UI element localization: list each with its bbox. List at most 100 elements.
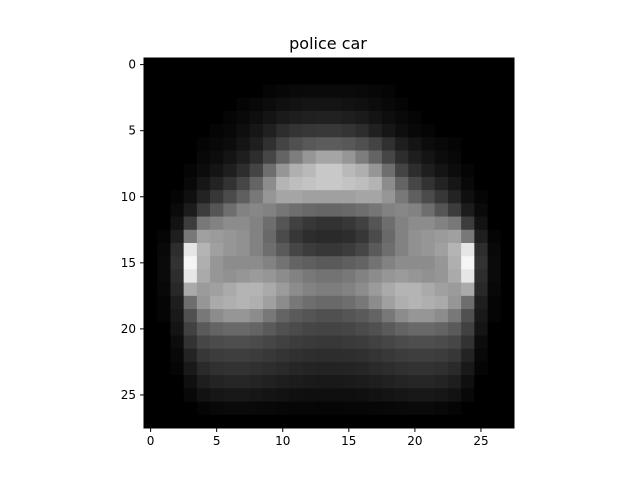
heatmap-cell — [381, 163, 396, 178]
heatmap-cell — [236, 388, 251, 402]
heatmap-cell — [421, 137, 436, 151]
heatmap-cell — [315, 124, 330, 138]
heatmap-cell — [302, 137, 317, 151]
heatmap-cell — [210, 163, 224, 178]
heatmap-cell — [408, 282, 422, 297]
heatmap-cell — [408, 203, 422, 217]
heatmap-cell — [381, 176, 396, 191]
heatmap-cell — [249, 190, 264, 204]
heatmap-cell — [223, 269, 237, 284]
heatmap-cell — [487, 269, 502, 284]
heatmap-cell — [276, 388, 290, 402]
heatmap-cell — [355, 243, 370, 257]
heatmap-cell — [342, 282, 356, 297]
heatmap-cell — [447, 124, 462, 138]
heatmap-cell — [474, 388, 488, 402]
heatmap-cell — [329, 335, 343, 350]
heatmap-cell — [500, 163, 515, 178]
heatmap-cell — [421, 150, 436, 165]
heatmap-cell — [434, 295, 449, 310]
heatmap-cell — [315, 216, 330, 231]
heatmap-cell — [487, 176, 502, 191]
heatmap-cell — [276, 150, 290, 165]
heatmap-cell — [196, 97, 211, 112]
heatmap-cell — [408, 97, 422, 112]
heatmap-cell — [329, 84, 343, 99]
y-tick-label: 10 — [121, 190, 136, 204]
heatmap-cell — [381, 137, 396, 151]
heatmap-cell — [302, 58, 317, 72]
heatmap-cell — [381, 269, 396, 284]
heatmap-cell — [434, 348, 449, 363]
heatmap-cell — [474, 401, 488, 416]
heatmap-cell — [144, 203, 158, 217]
heatmap-cell — [183, 361, 198, 376]
heatmap-cell — [395, 348, 409, 363]
heatmap-cell — [183, 163, 198, 178]
heatmap-cell — [329, 375, 343, 389]
heatmap-cell — [500, 375, 515, 389]
heatmap-cell — [434, 282, 449, 297]
heatmap-cell — [474, 97, 488, 112]
heatmap-cell — [157, 137, 171, 151]
heatmap-cell — [421, 269, 436, 284]
heatmap-cell — [381, 150, 396, 165]
heatmap-cell — [355, 190, 370, 204]
heatmap-cell — [144, 110, 158, 125]
heatmap-cell — [421, 124, 436, 138]
heatmap-cell — [408, 269, 422, 284]
heatmap-cell — [262, 137, 277, 151]
heatmap-cell — [315, 256, 330, 270]
heatmap-cell — [355, 295, 370, 310]
heatmap-cell — [487, 282, 502, 297]
heatmap-cell — [342, 84, 356, 99]
heatmap-cell — [289, 348, 303, 363]
heatmap-cell — [262, 58, 277, 72]
heatmap-cell — [183, 190, 198, 204]
heatmap-cell — [461, 110, 475, 125]
heatmap-cell — [170, 256, 185, 270]
heatmap-cell — [381, 97, 396, 112]
heatmap-cell — [249, 71, 264, 85]
heatmap-cell — [408, 110, 422, 125]
heatmap-cell — [381, 216, 396, 231]
heatmap-cell — [183, 309, 198, 323]
y-tick-label: 0 — [128, 58, 136, 72]
heatmap-cell — [368, 150, 383, 165]
heatmap-cell — [144, 190, 158, 204]
heatmap-cell — [144, 361, 158, 376]
heatmap-cell — [302, 229, 317, 244]
heatmap-cell — [355, 388, 370, 402]
heatmap-cell — [183, 401, 198, 416]
heatmap-cell — [289, 97, 303, 112]
heatmap-cell — [500, 335, 515, 350]
heatmap-cell — [170, 97, 185, 112]
heatmap-cell — [276, 84, 290, 99]
heatmap-cell — [276, 216, 290, 231]
heatmap-cell — [355, 401, 370, 416]
heatmap-cell — [276, 71, 290, 85]
heatmap-cell — [342, 150, 356, 165]
heatmap-cell — [381, 282, 396, 297]
heatmap-cell — [144, 216, 158, 231]
heatmap-cell — [170, 190, 185, 204]
heatmap-cell — [368, 295, 383, 310]
heatmap-cell — [170, 137, 185, 151]
heatmap-cell — [368, 229, 383, 244]
heatmap-cell — [408, 322, 422, 336]
heatmap-cell — [183, 150, 198, 165]
heatmap-cell — [474, 84, 488, 99]
heatmap-cell — [236, 309, 251, 323]
heatmap-cell — [196, 388, 211, 402]
heatmap-cell — [144, 176, 158, 191]
heatmap-cell — [144, 58, 158, 72]
heatmap-cell — [249, 203, 264, 217]
heatmap-cell — [421, 401, 436, 416]
heatmap-cell — [262, 97, 277, 112]
heatmap-cell — [276, 282, 290, 297]
heatmap-cell — [170, 176, 185, 191]
heatmap-cell — [196, 150, 211, 165]
heatmap-cell — [236, 295, 251, 310]
heatmap-cell — [315, 229, 330, 244]
heatmap-cell — [276, 97, 290, 112]
